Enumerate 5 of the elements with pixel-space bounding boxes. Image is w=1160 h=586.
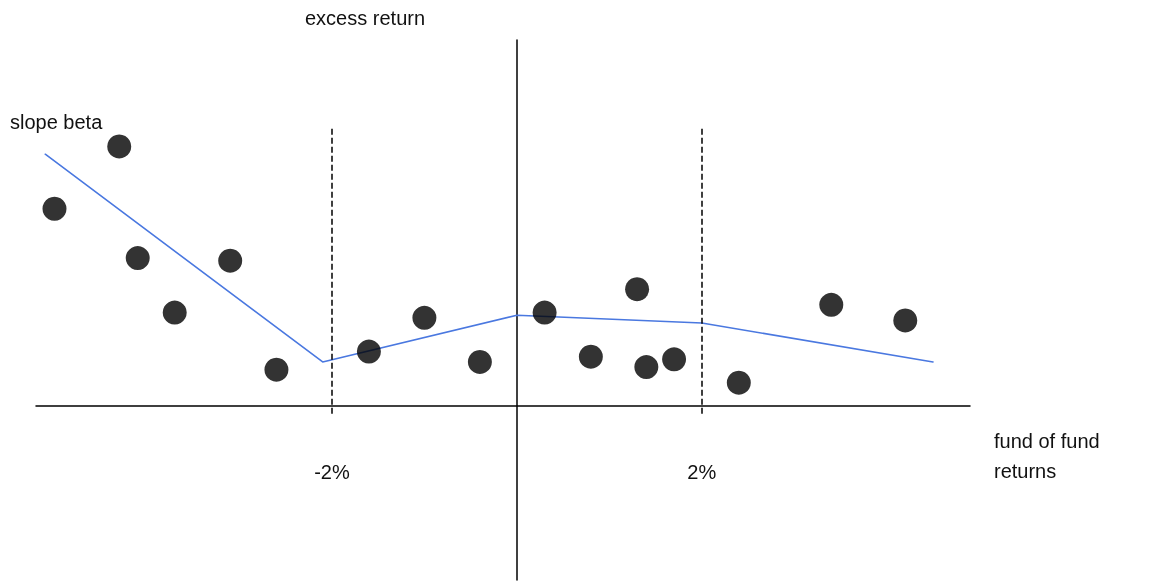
text: excess return <box>305 7 426 29</box>
x-tick-label: -2% <box>314 461 350 483</box>
x-tick-label: 2% <box>687 461 717 483</box>
x-axis-title: fund of fund returns <box>994 430 1100 483</box>
text: slope beta <box>10 111 104 133</box>
